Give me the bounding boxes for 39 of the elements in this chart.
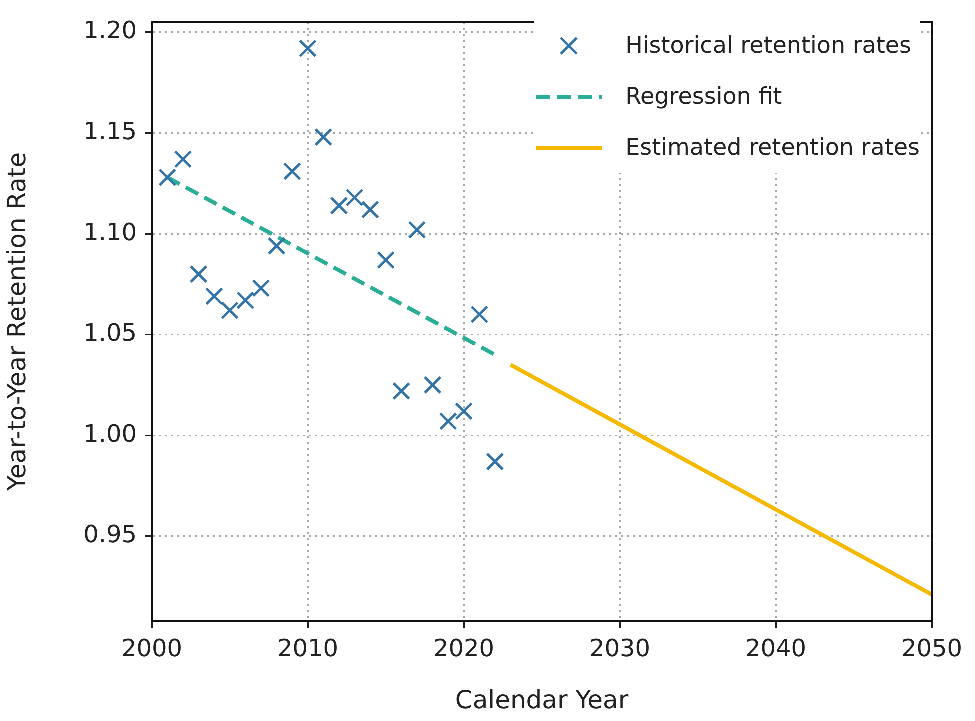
legend-label: Historical retention rates (626, 32, 912, 58)
legend-label: Estimated retention rates (626, 134, 920, 160)
point (158, 168, 177, 187)
x-tick-label: 2030 (589, 634, 651, 663)
point (190, 265, 208, 284)
point (268, 237, 286, 256)
x-tick-label: 2020 (433, 634, 495, 663)
point (283, 162, 302, 181)
point (205, 287, 224, 306)
point (220, 302, 240, 320)
point (392, 382, 411, 400)
x-tick-label: 2000 (121, 634, 183, 663)
x-axis-title: Calendar Year (455, 686, 630, 714)
point (486, 452, 504, 471)
point (298, 40, 318, 58)
point (174, 150, 192, 168)
point (376, 251, 396, 270)
point (361, 200, 380, 219)
point (408, 220, 426, 240)
y-tick-label: 1.15 (84, 117, 137, 146)
y-tick-label: 1.00 (84, 420, 137, 448)
point (314, 128, 333, 146)
point (454, 402, 474, 420)
x-tick-label: 2050 (901, 634, 963, 663)
y-tick-label: 1.20 (84, 16, 137, 45)
point (424, 376, 442, 394)
y-tick-label: 0.95 (84, 520, 137, 549)
point (346, 188, 364, 207)
y-axis-title: Year-to-Year Retention Rate (2, 152, 32, 492)
x-tick-label: 2010 (277, 634, 339, 663)
legend-label: Regression fit (626, 84, 782, 110)
y-tick-label: 1.10 (84, 218, 137, 246)
x-tick-label: 2040 (745, 634, 807, 663)
point (470, 306, 489, 324)
point (252, 279, 270, 298)
point (236, 292, 255, 310)
point (439, 412, 458, 430)
y-tick-label: 1.05 (84, 319, 137, 348)
point (330, 196, 348, 215)
